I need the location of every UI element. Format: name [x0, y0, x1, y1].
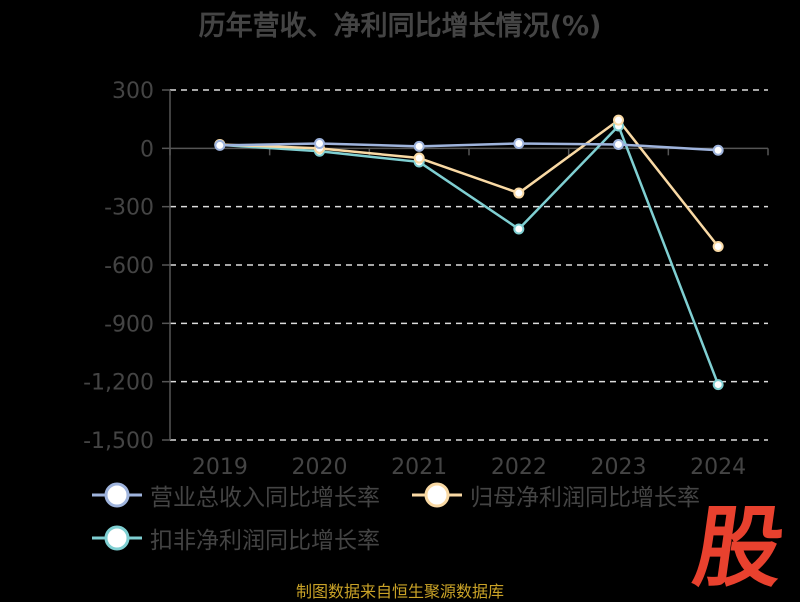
data-point-series-2 — [712, 379, 724, 391]
source-note: 制图数据来自恒生聚源数据库 — [295, 582, 504, 601]
legend-item-net-profit[interactable]: 归母净利润同比增长率 — [412, 478, 700, 512]
y-tick-label: -1,500 — [83, 429, 154, 454]
data-point-series-1 — [513, 187, 525, 199]
logo-text: 股 — [688, 498, 788, 588]
x-tick-label: 2019 — [192, 455, 248, 480]
data-point-series-0 — [214, 139, 226, 151]
series-line-1 — [219, 118, 720, 248]
data-point-series-0 — [513, 137, 525, 149]
data-point-series-0 — [314, 137, 325, 149]
legend-marker-deducted-profit — [92, 525, 142, 551]
y-tick-label: -900 — [104, 312, 154, 337]
x-tick-label: 2020 — [292, 455, 348, 480]
legend-item-deducted-profit[interactable]: 扣非净利润同比增长率 — [92, 521, 380, 555]
y-tick-label: -600 — [104, 254, 154, 279]
x-tick-label: 2022 — [491, 455, 547, 480]
x-tick-label: 2024 — [690, 455, 746, 480]
data-point-series-1 — [413, 152, 425, 164]
data-point-series-1 — [613, 114, 624, 126]
data-point-series-0 — [712, 144, 724, 156]
data-point-series-2 — [513, 223, 525, 235]
legend-marker-net-profit — [412, 482, 462, 508]
y-tick-label: -300 — [104, 196, 154, 221]
data-point-series-1 — [712, 241, 724, 253]
y-tick-label: 0 — [140, 137, 154, 162]
legend-marker-revenue — [92, 482, 142, 508]
series-line-2 — [219, 124, 720, 386]
x-tick-label: 2021 — [391, 455, 447, 480]
legend-item-revenue[interactable]: 营业总收入同比增长率 — [92, 478, 380, 512]
data-point-series-0 — [613, 138, 624, 150]
legend-label-net-profit: 归母净利润同比增长率 — [470, 485, 700, 511]
series-line-0 — [219, 142, 719, 152]
chart-title: 历年营收、净利同比增长情况(%) — [198, 11, 602, 42]
y-tick-label: 300 — [112, 79, 154, 104]
y-tick-label: -1,200 — [83, 371, 154, 396]
logo-icon: 股 — [688, 498, 788, 588]
data-point-series-0 — [413, 140, 425, 152]
x-tick-label: 2023 — [591, 455, 647, 480]
legend-label-revenue: 营业总收入同比增长率 — [150, 485, 380, 511]
legend-label-deducted-profit: 扣非净利润同比增长率 — [150, 528, 380, 554]
